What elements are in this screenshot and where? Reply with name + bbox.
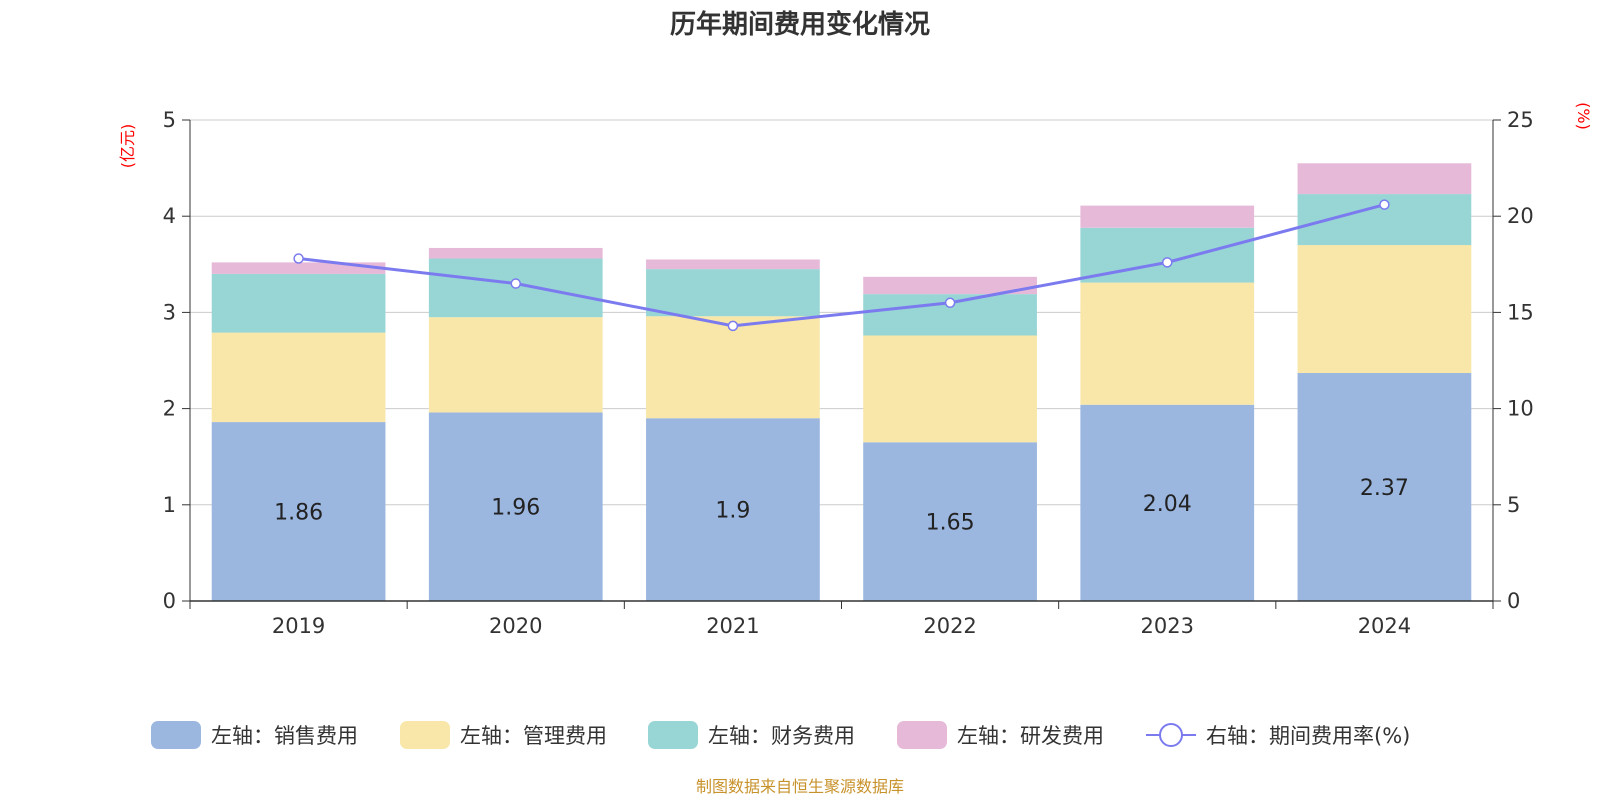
legend-swatch [400,721,450,749]
bar-segment [863,335,1037,443]
bars-group: 1.86 1.96 1.9 1.65 2.04 2.37 [211,163,1472,601]
legend-label: 右轴：期间费用率(%) [1206,724,1410,748]
bar-segment [1297,163,1472,195]
legend: 左轴：销售费用 左轴：管理费用 左轴：财务费用 左轴：研发费用 右轴：期间费用率(%) [151,721,1410,749]
bar-segment [1080,404,1255,601]
rate-point [510,278,521,289]
bar-segment [1297,245,1472,374]
rate-point [944,297,956,309]
bar-segment [1080,282,1255,405]
right-axis-tick-label: 5 [1507,493,1520,517]
right-axis-tick-label: 25 [1507,108,1534,132]
left-axis-tick-label: 5 [163,108,176,132]
rate-point [293,253,304,264]
x-axis-tick-label: 2019 [272,614,325,638]
left-axis-tick-label: 2 [163,397,176,421]
bar-segment [211,332,386,423]
bar-data-label: 2.37 [1360,476,1409,501]
left-axis-tick-label: 3 [163,300,176,324]
grid-lines [190,119,1493,506]
legend-swatch [648,721,698,749]
bar-segment [1297,373,1472,601]
x-axis-tick-label: 2021 [706,614,759,638]
right-axis-tick-label: 15 [1507,300,1534,324]
legend-label: 左轴：销售费用 [211,724,358,748]
x-axis-tick-label: 2022 [923,614,976,638]
rate-point [727,320,739,332]
left-axis-unit: (亿元) [118,124,137,169]
legend-swatch [897,721,947,749]
bar-segment [646,316,820,419]
left-axis-tick-label: 0 [163,589,176,613]
legend-marker [1159,723,1183,747]
legend-label: 左轴：管理费用 [460,724,607,748]
bar-data-label: 1.96 [491,496,540,521]
rate-point [1162,257,1173,268]
bar-segment [428,317,603,413]
legend-label: 左轴：财务费用 [708,724,855,748]
rate-line-group [293,199,1390,332]
source-note: 制图数据来自恒生聚源数据库 [696,777,904,796]
bar-data-label: 1.9 [715,499,750,524]
bar-segment [1080,205,1255,228]
right-axis-tick-label: 10 [1507,397,1534,421]
rate-point [1379,199,1390,210]
axes-group: 0 1 2 3 4 5 0 5 10 15 20 25 2019 2020 2021 2022 2023 2024… [118,102,1593,638]
bar-segment [428,412,603,601]
bar-segment [211,273,386,333]
rate-line [298,203,1385,328]
right-axis-tick-label: 0 [1507,589,1520,613]
right-axis-unit: (%) [1574,102,1593,130]
x-axis-tick-label: 2024 [1358,614,1411,638]
x-axis-tick-label: 2023 [1141,614,1194,638]
bar-data-label: 2.04 [1143,492,1192,517]
bar-segment [646,259,820,270]
bar-segment [211,262,386,274]
bar-segment [211,422,386,601]
bar-segment [428,247,603,259]
bar-segment [863,276,1037,295]
x-axis-tick-label: 2020 [489,614,542,638]
legend-label: 左轴：研发费用 [957,724,1104,748]
legend-swatch [151,721,201,749]
chart-title: 历年期间费用变化情况 [670,9,930,40]
bar-segment [646,418,820,601]
left-axis-tick-label: 1 [163,493,176,517]
right-axis-tick-label: 20 [1507,204,1534,228]
bar-segment [646,269,820,317]
left-axis-tick-label: 4 [163,204,176,228]
bar-data-label: 1.86 [274,501,323,526]
bar-segment [863,442,1037,601]
bar-data-label: 1.65 [926,511,975,536]
